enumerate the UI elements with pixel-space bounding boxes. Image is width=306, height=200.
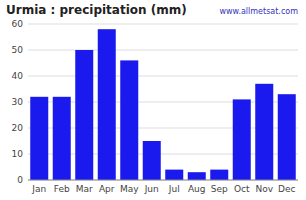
bar [188,172,206,180]
x-tick-label: Sep [211,184,228,194]
x-tick-label: Jun [144,184,159,194]
bar [278,94,296,180]
bar [53,97,71,180]
x-tick-label: Feb [54,184,70,194]
bar [233,99,251,180]
x-tick-label: Mar [76,184,93,194]
y-tick-label: 20 [12,123,24,133]
bar [143,141,161,180]
x-tick-label: Jan [31,184,46,194]
x-tick-label: Dec [278,184,295,194]
grid-line [28,50,298,51]
y-tick-label: 0 [17,175,23,185]
y-tick-label: 40 [12,71,24,81]
x-tick-label: May [120,184,139,194]
y-tick-label: 50 [12,45,24,55]
grid-line [28,76,298,77]
grid-line [28,24,298,25]
grid [28,24,298,180]
x-tick-label: Aug [188,184,206,194]
annotation: www.allmetsat.com [220,7,299,16]
bar [165,170,183,180]
x-tick-label: Apr [99,184,115,194]
y-tick-label: 10 [12,149,24,159]
x-axis-line [28,180,298,181]
x-tick-label: Oct [234,184,250,194]
y-tick-label: 30 [12,97,24,107]
bar [75,50,93,180]
x-tick-label: Nov [255,184,273,194]
grid-line [28,180,298,181]
bar [255,84,273,180]
chart-container: 0 10 20 30 40 50 60 Jan Feb Mar Apr May Jun Jul Aug Sep… [0,0,306,200]
x-tick-label: Jul [168,184,180,194]
bar [98,29,116,180]
bar [120,60,138,180]
bars [30,29,296,180]
chart-svg: 0 10 20 30 40 50 60 Jan Feb Mar Apr May Jun Jul Aug Sep… [0,0,306,200]
bar [210,170,228,180]
x-axis: Jan Feb Mar Apr May Jun Jul Aug Sep Oct Nov Dec [28,180,298,194]
title: Urmia : precipitation (mm) [6,3,187,17]
y-tick-label: 60 [12,19,24,29]
bar [30,97,48,180]
y-axis: 0 10 20 30 40 50 60 [12,19,24,185]
